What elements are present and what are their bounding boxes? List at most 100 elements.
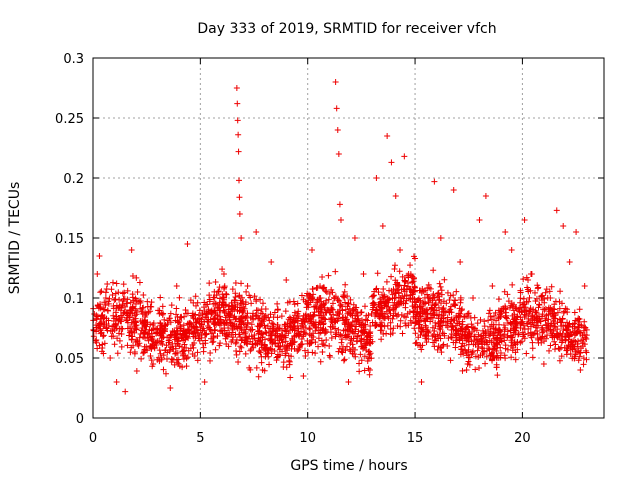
data-point [112, 296, 119, 303]
data-point [174, 359, 181, 366]
data-point [369, 293, 376, 300]
data-point [571, 309, 578, 316]
data-point [216, 284, 223, 291]
data-point [93, 316, 100, 323]
data-point [574, 338, 581, 345]
data-point [305, 349, 312, 356]
data-point [431, 178, 438, 185]
data-point [496, 334, 503, 341]
data-point [332, 79, 339, 85]
data-point [302, 311, 309, 318]
data-point [113, 379, 120, 385]
data-point [512, 356, 519, 363]
data-point [582, 347, 589, 354]
data-point [337, 302, 344, 309]
data-point [344, 310, 351, 317]
data-point [93, 324, 100, 331]
data-point [556, 305, 563, 312]
data-point [418, 379, 425, 385]
data-point [429, 333, 436, 340]
data-point [564, 331, 571, 338]
data-point [545, 304, 552, 311]
data-point [140, 292, 147, 299]
data-point [222, 335, 229, 342]
data-point [545, 323, 552, 330]
data-point [362, 326, 369, 333]
data-point [492, 309, 499, 316]
data-point [300, 333, 307, 340]
data-point [191, 339, 198, 346]
data-point [190, 299, 197, 306]
data-point [315, 321, 322, 328]
data-point [265, 328, 272, 335]
data-point [449, 324, 456, 331]
data-point [173, 283, 180, 289]
data-point [434, 346, 441, 353]
data-point [547, 342, 554, 349]
data-point [416, 297, 423, 304]
data-point [501, 337, 508, 344]
data-point [447, 333, 454, 340]
data-point [267, 325, 274, 332]
data-point [374, 270, 381, 277]
data-point [503, 309, 510, 316]
data-point [339, 345, 346, 352]
data-point [227, 312, 234, 319]
data-point [493, 340, 500, 347]
data-point [491, 329, 498, 336]
data-point [434, 294, 441, 301]
data-point [365, 365, 372, 372]
data-point [523, 274, 530, 281]
data-point [201, 327, 208, 334]
data-point [231, 323, 238, 330]
data-point [422, 335, 429, 342]
data-point [458, 346, 465, 353]
data-point [581, 331, 588, 338]
data-point [515, 331, 522, 338]
data-point [179, 344, 186, 351]
data-point [562, 337, 569, 344]
data-point [389, 291, 396, 298]
data-point [118, 343, 125, 350]
data-point [472, 325, 479, 332]
data-point [397, 317, 404, 324]
data-point [306, 315, 313, 322]
data-point [539, 324, 546, 331]
data-point [269, 320, 276, 327]
data-point [117, 307, 124, 314]
data-point [211, 300, 218, 307]
data-point [238, 294, 245, 301]
data-point [550, 327, 557, 334]
data-point [258, 306, 265, 313]
data-point [185, 347, 192, 354]
data-point [286, 358, 293, 365]
data-point [483, 339, 490, 346]
data-point [375, 289, 382, 296]
data-point [555, 332, 562, 339]
data-point [181, 334, 187, 341]
data-point [552, 298, 559, 305]
data-point [133, 368, 140, 375]
data-point [211, 315, 218, 322]
data-point [212, 279, 219, 286]
data-point [418, 328, 425, 335]
data-point [350, 345, 357, 352]
data-point [130, 298, 137, 305]
data-points [90, 79, 590, 395]
data-point [100, 350, 107, 357]
data-point [450, 292, 457, 299]
data-point [113, 313, 120, 320]
data-point [394, 322, 401, 329]
data-point [119, 301, 126, 308]
data-point [136, 279, 143, 286]
data-point [210, 294, 217, 301]
data-point [389, 330, 396, 337]
data-point [123, 309, 130, 316]
data-point [258, 330, 265, 337]
data-point [358, 357, 365, 364]
data-point [171, 336, 178, 343]
data-point [355, 328, 362, 335]
data-point [457, 331, 464, 338]
data-point [274, 300, 281, 307]
data-point [278, 313, 285, 320]
